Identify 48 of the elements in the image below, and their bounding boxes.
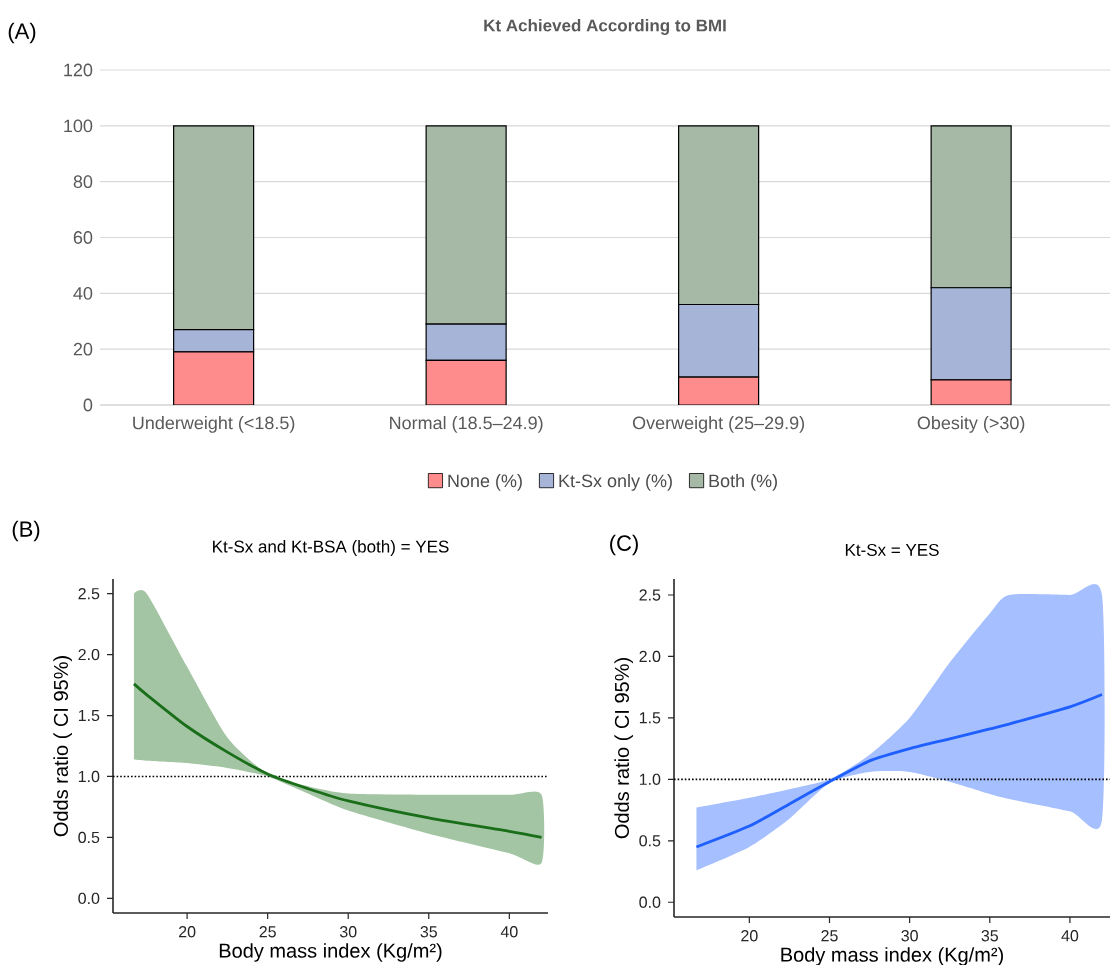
text: (B) — [12, 520, 40, 542]
x-axis-title: Body mass index (Kg/m²) — [781, 947, 1003, 965]
y-tick-label: 0.5 — [639, 835, 661, 847]
y-tick-label: 2.0 — [639, 650, 661, 663]
y-tick-label: 2.5 — [639, 589, 661, 601]
text: (C) — [610, 534, 638, 556]
chart-title: Kt-Sx and Kt-BSA (both) = YES — [213, 540, 449, 556]
x-tick-label: 20 — [179, 926, 196, 938]
chart-title: Kt-Sx = YES — [845, 543, 939, 556]
y-tick-label: 0.0 — [639, 896, 661, 908]
x-tick-label: Overweight (25–29.9) — [632, 416, 805, 433]
x-tick-label: 25 — [259, 926, 276, 938]
x-tick-label: 35 — [420, 926, 437, 938]
x-tick-label: 20 — [741, 930, 758, 942]
text: (A) — [8, 22, 36, 44]
y-tick-label: 1.5 — [78, 709, 100, 722]
x-tick-label: 30 — [901, 930, 918, 942]
y-tick-label: 80 — [73, 175, 93, 189]
x-tick-label: 40 — [1061, 930, 1079, 942]
y-tick-label: 40 — [73, 286, 93, 300]
y-tick-label: 100 — [64, 119, 93, 133]
x-tick-label: Obesity (>30) — [917, 416, 1025, 433]
y-tick-label: 0.0 — [78, 892, 100, 905]
legend-label: None (%) — [448, 474, 522, 491]
x-tick-label: Underweight (<18.5) — [133, 416, 295, 433]
x-tick-label: 40 — [500, 926, 518, 938]
y-tick-label: 0.5 — [78, 831, 100, 844]
y-tick-label: 20 — [73, 342, 93, 356]
y-tick-label: 2.0 — [78, 648, 100, 661]
y-tick-label: 1.5 — [639, 712, 661, 724]
line-series — [132, 682, 543, 839]
x-tick-label: 35 — [981, 930, 998, 942]
x-tick-label: 30 — [339, 926, 357, 938]
chart-title: Kt Achieved According to BMI — [484, 19, 726, 35]
x-tick-label: Normal (18.5–24.9) — [390, 416, 543, 433]
y-axis-title: Odds ratio ( CI 95%) — [53, 656, 72, 837]
y-tick-label: 120 — [64, 63, 93, 77]
y-tick-label: 2.5 — [78, 587, 100, 600]
legend-label: Kt-Sx only (%) — [559, 474, 672, 491]
line-series — [695, 693, 1104, 849]
y-tick-label: 1.0 — [78, 770, 100, 783]
y-tick-label: 1.0 — [639, 773, 661, 786]
y-tick-label: 60 — [73, 231, 93, 244]
x-axis-title: Body mass index (Kg/m²) — [219, 943, 442, 962]
legend-label: Both (%) — [709, 474, 777, 491]
x-tick-label: 25 — [821, 930, 838, 942]
y-tick-label: 0 — [83, 398, 93, 412]
y-axis-title: Odds ratio ( CI 95%) — [614, 658, 633, 839]
